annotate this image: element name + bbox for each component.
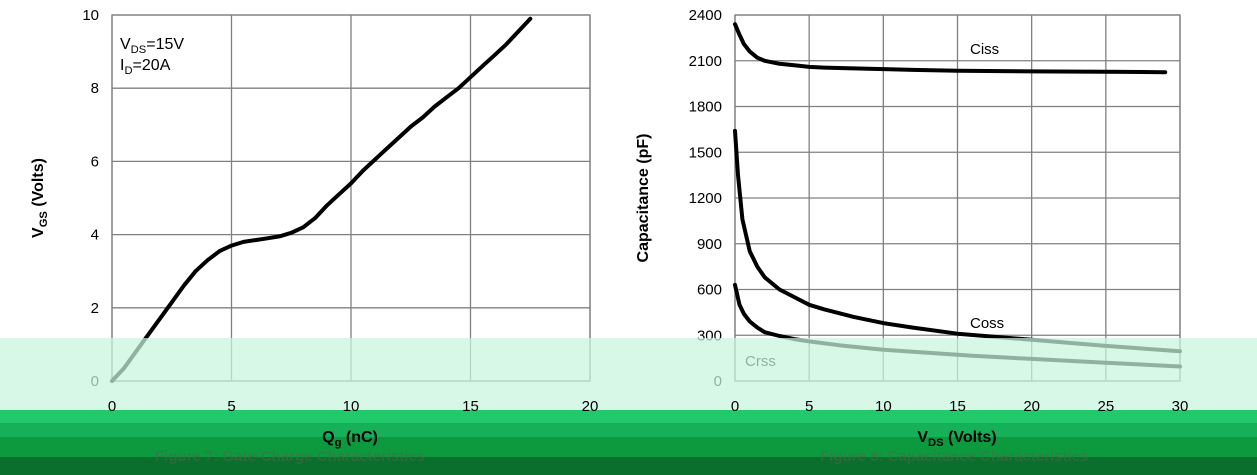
series-line bbox=[110, 16, 533, 383]
y-tick-label: 1500 bbox=[689, 144, 722, 161]
y-tick-label: 8 bbox=[91, 80, 99, 97]
y-tick-label: 900 bbox=[697, 236, 722, 253]
series-line-coss bbox=[733, 128, 1182, 354]
y-axis-label: Capacitance (pF) bbox=[635, 134, 652, 263]
y-tick-label: 2100 bbox=[689, 53, 722, 70]
x-tick-label: 5 bbox=[227, 398, 235, 415]
x-tick-label: 25 bbox=[1097, 398, 1114, 415]
overlay-band-dark bbox=[0, 437, 1257, 457]
y-tick-label: 2 bbox=[91, 300, 99, 317]
figure-caption-1: Figure 7: Gate-Charge Characteristics bbox=[155, 448, 425, 465]
y-tick-label: 600 bbox=[697, 282, 722, 299]
x-tick-label: 10 bbox=[875, 398, 892, 415]
series-label-coss: Coss bbox=[970, 315, 1004, 332]
x-tick-label: 5 bbox=[805, 398, 813, 415]
x-tick-label: 20 bbox=[582, 398, 599, 415]
overlay-band-darkest bbox=[0, 457, 1257, 475]
x-axis-label: VDS (Volts) bbox=[917, 429, 996, 449]
y-axis-label: VGS (Volts) bbox=[30, 158, 50, 238]
y-tick-label: 1200 bbox=[689, 190, 722, 207]
annotation-vds: VDS=15V bbox=[120, 36, 184, 56]
x-tick-label: 20 bbox=[1023, 398, 1040, 415]
overlay-band-light bbox=[0, 338, 1257, 410]
series-line-ciss bbox=[733, 22, 1168, 75]
chart-2: 030060090012001500180021002400Capacitanc… bbox=[635, 7, 1182, 390]
x-tick-label: 30 bbox=[1172, 398, 1189, 415]
series-label-ciss: Ciss bbox=[970, 41, 999, 58]
x-tick-label: 15 bbox=[949, 398, 966, 415]
y-tick-label: 4 bbox=[91, 227, 99, 244]
x-axis-label: Qg (nC) bbox=[322, 429, 378, 449]
footer-bands: Figure 7: Gate-Charge Characteristics Fig… bbox=[0, 338, 1257, 475]
x-tick-label: 0 bbox=[108, 398, 116, 415]
figure-caption-2: Figure 8: Capacitance Characteristics bbox=[820, 448, 1088, 465]
y-tick-label: 2400 bbox=[689, 7, 722, 24]
overlay-band-mid bbox=[0, 423, 1257, 437]
x-tick-label: 0 bbox=[731, 398, 739, 415]
x-tick-label: 10 bbox=[343, 398, 360, 415]
y-tick-label: 1800 bbox=[689, 99, 722, 116]
y-tick-label: 6 bbox=[91, 153, 99, 170]
annotation-id: ID=20A bbox=[120, 57, 171, 77]
overlay-band-green bbox=[0, 410, 1257, 423]
x-tick-label: 15 bbox=[462, 398, 479, 415]
y-tick-label: 10 bbox=[82, 7, 99, 24]
